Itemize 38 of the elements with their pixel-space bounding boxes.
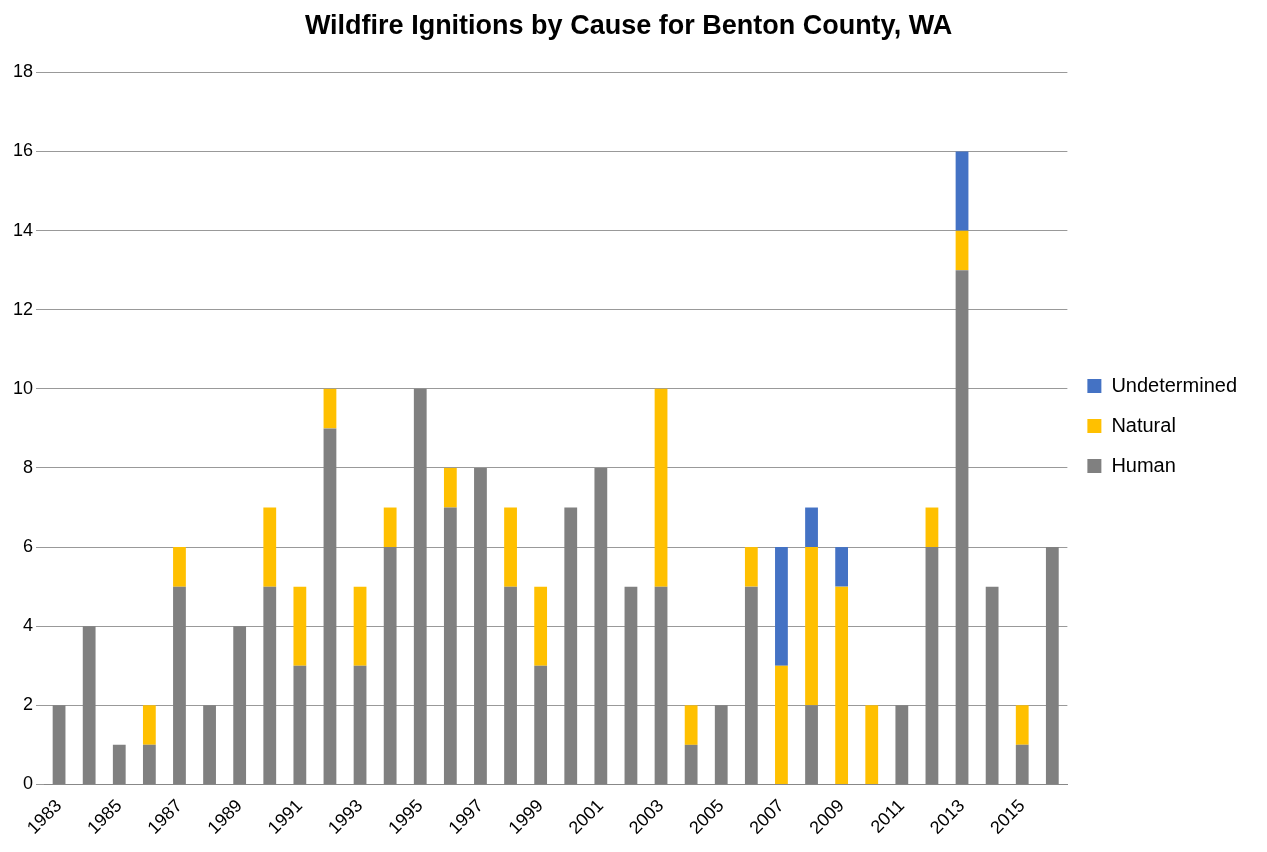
- y-tick-label: 6: [23, 536, 34, 557]
- bar: [1015, 705, 1029, 745]
- legend-label: Undetermined: [1111, 373, 1237, 396]
- bar: [353, 586, 367, 666]
- bar: [955, 151, 969, 231]
- bar: [835, 547, 849, 587]
- y-tick-label: 4: [23, 615, 34, 636]
- bar: [443, 467, 457, 508]
- bar: [293, 586, 307, 666]
- bar: [504, 507, 517, 587]
- y-tick-label: 10: [12, 377, 34, 398]
- legend-label: Natural: [1111, 413, 1176, 436]
- bar: [173, 547, 186, 587]
- y-tick-label: 12: [12, 298, 34, 319]
- y-tick-label: 14: [12, 219, 34, 240]
- bar: [383, 507, 397, 548]
- chart-title: Wildfire Ignitions by Cause for Benton County, WA: [304, 9, 953, 40]
- bar: [142, 705, 156, 745]
- y-tick-label: 16: [12, 140, 34, 161]
- y-tick-label: 18: [12, 61, 34, 82]
- bar: [744, 547, 758, 587]
- bar: [805, 547, 818, 706]
- y-tick-label: 2: [23, 694, 34, 715]
- bar: [684, 705, 698, 745]
- bar: [925, 507, 939, 548]
- bar: [654, 388, 668, 587]
- y-tick-label: 8: [23, 456, 34, 477]
- bar: [805, 507, 818, 548]
- bar: [775, 547, 788, 666]
- bar: [263, 507, 277, 587]
- legend-label: Human: [1111, 453, 1176, 476]
- bar: [865, 705, 879, 784]
- bar: [775, 665, 788, 784]
- bar: [835, 586, 849, 784]
- y-tick-label: 0: [23, 773, 34, 794]
- bar: [323, 388, 337, 429]
- bar: [534, 586, 548, 666]
- bar: [955, 230, 969, 271]
